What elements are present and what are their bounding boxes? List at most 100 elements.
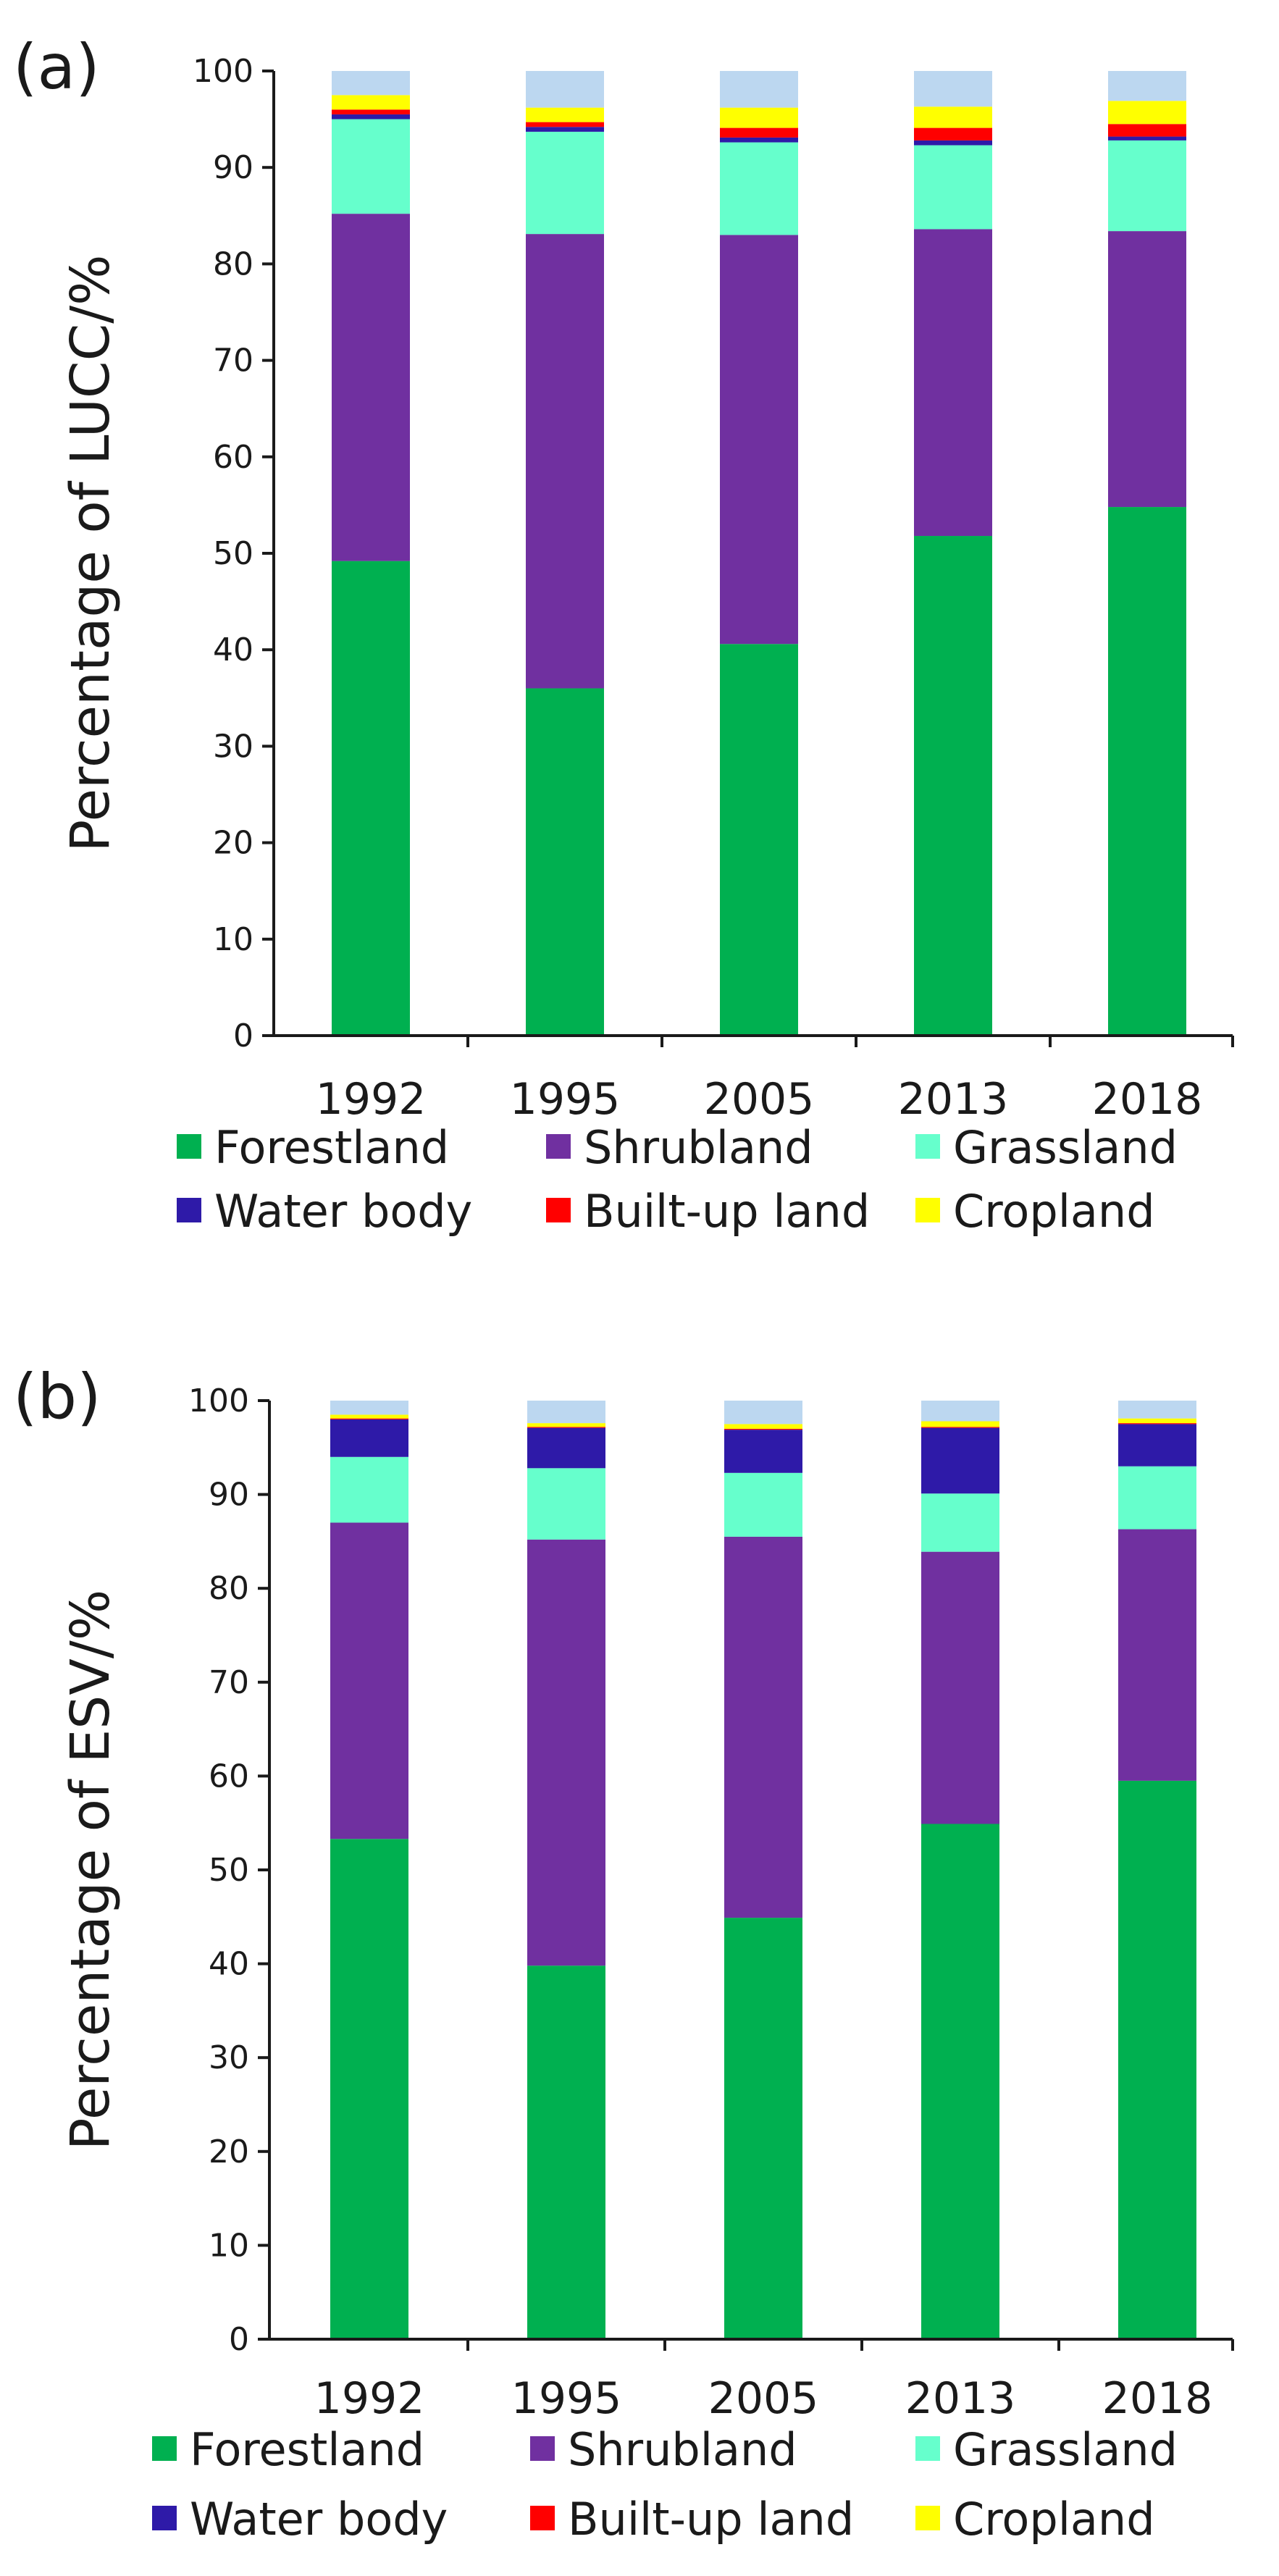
bar-segment-forestland-2018 (1118, 1780, 1196, 2339)
legend-label-forestland: Forestland (214, 1121, 449, 1174)
bar-segment-other-2018 (1108, 71, 1186, 101)
bar-segment-other-2005 (720, 71, 798, 108)
panel-label: (b) (13, 1361, 101, 1433)
bar-segment-cropland-1992 (330, 1414, 408, 1419)
bar-segment-grassland-2013 (914, 145, 992, 230)
bar-segment-water-body-2018 (1108, 136, 1186, 140)
bar-segment-shrubland-1992 (330, 1522, 408, 1839)
legend-swatch-built-up-land (530, 2506, 555, 2530)
bar-segment-shrubland-2018 (1118, 1529, 1196, 1781)
bar-segment-forestland-2005 (720, 644, 798, 1036)
y-tick-label: 80 (213, 246, 253, 282)
panel-label: (a) (13, 31, 100, 104)
panel-b-esv-chart: (b) Percentage of ESV/% 0 10 20 30 40 50 60 70 80 9… (13, 1361, 1234, 2546)
legend-swatch-shrubland (546, 1134, 571, 1159)
bar-segment-other-1995 (527, 1401, 605, 1424)
y-tick-label: 80 (209, 1570, 249, 1607)
x-category-label: 1992 (316, 1074, 427, 1125)
bar-segment-cropland-2005 (720, 107, 798, 128)
bar-segment-grassland-1995 (526, 131, 604, 235)
legend-label-shrubland: Shrubland (584, 1121, 813, 1174)
bar-segment-water-body-1992 (330, 1419, 408, 1457)
y-tick-label: 20 (213, 825, 253, 862)
bar-segment-forestland-2005 (724, 1918, 802, 2339)
x-category-label: 1995 (510, 1074, 621, 1125)
legend-label-cropland: Cropland (953, 1185, 1155, 1238)
bar-segment-built-up-land-1992 (332, 109, 410, 114)
bar-segment-shrubland-2013 (914, 229, 992, 537)
bar-segment-built-up-land-2005 (720, 127, 798, 138)
bar-segment-cropland-2018 (1108, 101, 1186, 125)
legend-label-shrubland: Shrubland (568, 2423, 797, 2476)
x-category-label: 2018 (1102, 2373, 1213, 2424)
bar-segment-shrubland-1992 (332, 214, 410, 561)
bar-segment-forestland-2013 (921, 1824, 999, 2339)
bar-segment-other-2013 (914, 71, 992, 107)
x-category-label: 2018 (1092, 1074, 1203, 1125)
bar-segment-built-up-land-2013 (914, 127, 992, 140)
bar-segment-water-body-1995 (526, 127, 604, 132)
bar-segment-forestland-1992 (332, 561, 410, 1036)
y-tick-label: 100 (188, 1383, 249, 1419)
bar-segment-grassland-1992 (332, 119, 410, 214)
y-tick-label: 100 (193, 53, 253, 90)
legend-swatch-grassland (915, 2436, 940, 2461)
y-tick-label: 10 (209, 2227, 249, 2264)
y-axis-label: Percentage of LUCC/% (59, 255, 122, 852)
bar-segment-water-body-1992 (332, 114, 410, 119)
bar-segment-other-1992 (330, 1401, 408, 1415)
x-category-label: 2013 (905, 2373, 1016, 2424)
bar-segment-forestland-2018 (1108, 507, 1186, 1036)
bar-segment-cropland-2013 (914, 106, 992, 128)
bar-segment-forestland-1995 (527, 1965, 605, 2339)
y-tick-label: 60 (213, 439, 253, 476)
x-category-label: 2005 (708, 2373, 819, 2424)
bar-segment-grassland-2005 (720, 142, 798, 235)
bar-segment-cropland-2018 (1118, 1418, 1196, 1424)
bar-segment-grassland-2018 (1118, 1466, 1196, 1530)
y-tick-label: 90 (209, 1477, 249, 1514)
bar-segment-cropland-2013 (921, 1421, 999, 1427)
bar-segment-cropland-1992 (332, 95, 410, 110)
bar-segment-water-body-2018 (1118, 1424, 1196, 1467)
legend-label-water-body: Water body (214, 1185, 472, 1238)
x-category-label: 2013 (898, 1074, 1009, 1125)
y-tick-label: 90 (213, 149, 253, 186)
y-tick-label: 10 (213, 921, 253, 958)
y-tick-label: 20 (209, 2134, 249, 2170)
bar-segment-grassland-2013 (921, 1493, 999, 1552)
legend-label-cropland: Cropland (953, 2493, 1155, 2546)
bar-segment-other-1995 (526, 71, 604, 108)
x-category-label: 2005 (704, 1074, 815, 1125)
bar-segment-grassland-1995 (527, 1468, 605, 1540)
legend-label-built-up-land: Built-up land (568, 2493, 854, 2546)
legend-swatch-shrubland (530, 2436, 555, 2461)
bar-segment-grassland-2005 (724, 1472, 802, 1537)
legend-label-grassland: Grassland (953, 2423, 1178, 2476)
bar-segment-built-up-land-2018 (1108, 124, 1186, 137)
bar-segment-shrubland-1995 (527, 1539, 605, 1966)
bar-segment-cropland-1995 (527, 1423, 605, 1427)
legend-swatch-cropland (915, 1198, 940, 1222)
y-tick-label: 0 (233, 1018, 253, 1054)
bar-segment-other-2018 (1118, 1401, 1196, 1419)
y-axis-label: Percentage of ESV/% (59, 1590, 122, 2150)
legend-swatch-built-up-land (546, 1198, 571, 1222)
bar-segment-cropland-1995 (526, 107, 604, 122)
y-tick-label: 70 (213, 343, 253, 379)
legend-swatch-forestland (152, 2436, 177, 2461)
x-category-label: 1992 (314, 2373, 425, 2424)
bar-segment-forestland-1992 (330, 1839, 408, 2339)
legend-swatch-cropland (915, 2506, 940, 2530)
bar-segment-water-body-2005 (720, 137, 798, 143)
bar-segment-built-up-land-1995 (526, 122, 604, 127)
bar-segment-grassland-1992 (330, 1456, 408, 1523)
y-tick-label: 30 (213, 728, 253, 765)
bar-segment-forestland-2013 (914, 536, 992, 1036)
y-tick-label: 30 (209, 2039, 249, 2076)
y-tick-label: 50 (213, 535, 253, 572)
legend-swatch-water-body (177, 1198, 201, 1222)
bar-segment-other-1992 (332, 71, 410, 96)
legend-swatch-water-body (152, 2506, 177, 2530)
